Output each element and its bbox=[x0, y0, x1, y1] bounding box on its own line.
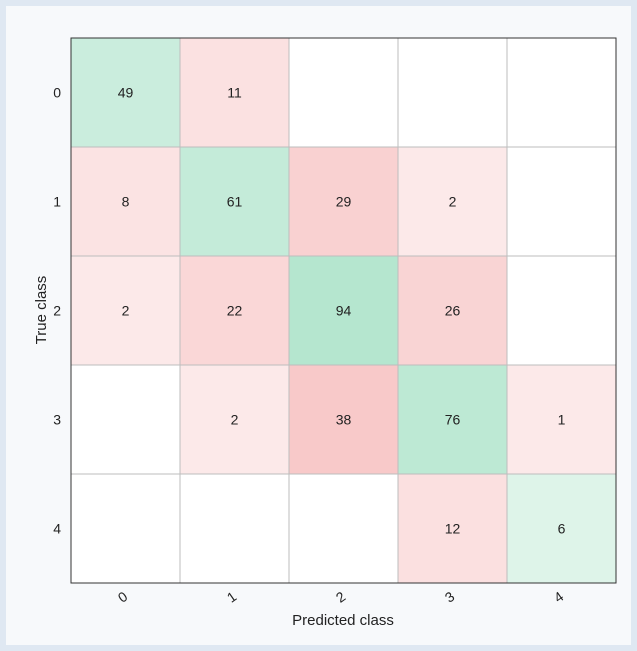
matrix-cell-2-3 bbox=[397, 255, 508, 366]
matrix-cell-1-2 bbox=[288, 146, 399, 257]
y-tick-label-4: 4 bbox=[53, 521, 61, 537]
matrix-cell-0-4 bbox=[506, 37, 617, 148]
x-axis-label: Predicted class bbox=[292, 612, 394, 629]
cell-value-label-1-0: 8 bbox=[122, 194, 130, 210]
x-tick-label-3: 3 bbox=[442, 588, 458, 606]
matrix-cell-4-1 bbox=[179, 473, 290, 584]
matrix-cell-2-1 bbox=[179, 255, 290, 366]
matrix-cell-2-2 bbox=[288, 255, 399, 366]
cell-value-label-1-2: 29 bbox=[336, 194, 352, 210]
matrix-cell-0-0 bbox=[70, 37, 181, 148]
matrix-cell-1-4 bbox=[506, 146, 617, 257]
matrix-cell-2-4 bbox=[506, 255, 617, 366]
matrix-cell-0-1 bbox=[179, 37, 290, 148]
matrix-cell-3-0 bbox=[70, 364, 181, 475]
x-tick-label-4: 4 bbox=[551, 588, 567, 606]
x-tick-labels: 0 1 2 3 4 bbox=[115, 588, 567, 606]
y-tick-label-3: 3 bbox=[53, 412, 61, 428]
cell-value-label-1-3: 2 bbox=[449, 194, 457, 210]
x-tick-label-2: 2 bbox=[333, 588, 349, 606]
cell-value-label-4-4: 6 bbox=[558, 521, 566, 537]
y-tick-label-0: 0 bbox=[53, 85, 61, 101]
plot-frame bbox=[70, 37, 617, 584]
cell-value-label-3-4: 1 bbox=[558, 412, 566, 428]
matrix-cell-4-0 bbox=[70, 473, 181, 584]
y-tick-label-1: 1 bbox=[53, 194, 61, 210]
matrix-cell-4-4 bbox=[506, 473, 617, 584]
y-tick-label-2: 2 bbox=[53, 303, 61, 319]
cell-value-label-2-3: 26 bbox=[445, 303, 461, 319]
cell-value-label-2-0: 2 bbox=[122, 303, 130, 319]
y-tick-labels: 0 1 2 3 4 bbox=[53, 85, 61, 537]
cell-value-label-1-1: 61 bbox=[227, 194, 243, 210]
matrix-cell-3-3 bbox=[397, 364, 508, 475]
matrix-cell-0-3 bbox=[397, 37, 508, 148]
cell-value-label-2-1: 22 bbox=[227, 303, 243, 319]
matrix-cell-1-0 bbox=[70, 146, 181, 257]
cell-value-label-0-0: 49 bbox=[118, 85, 134, 101]
matrix-cell-4-2 bbox=[288, 473, 399, 584]
matrix-cell-0-2 bbox=[288, 37, 399, 148]
matrix-cell-3-2 bbox=[288, 364, 399, 475]
matrix-cell-3-4 bbox=[506, 364, 617, 475]
cell-value-labels: 49 118 61 29 22 22 94 262 38 76 112 6 bbox=[118, 85, 566, 537]
cell-value-label-3-2: 38 bbox=[336, 412, 352, 428]
cell-value-label-2-2: 94 bbox=[336, 303, 352, 319]
matrix-cells bbox=[70, 37, 617, 584]
cell-value-label-0-1: 11 bbox=[227, 85, 242, 101]
cell-value-label-4-3: 12 bbox=[445, 521, 461, 537]
y-axis-label: True class bbox=[33, 276, 50, 345]
x-tick-label-1: 1 bbox=[224, 588, 240, 606]
cell-value-label-3-1: 2 bbox=[231, 412, 239, 428]
matrix-cell-3-1 bbox=[179, 364, 290, 475]
x-tick-label-0: 0 bbox=[115, 588, 131, 606]
cell-value-label-3-3: 76 bbox=[445, 412, 461, 428]
